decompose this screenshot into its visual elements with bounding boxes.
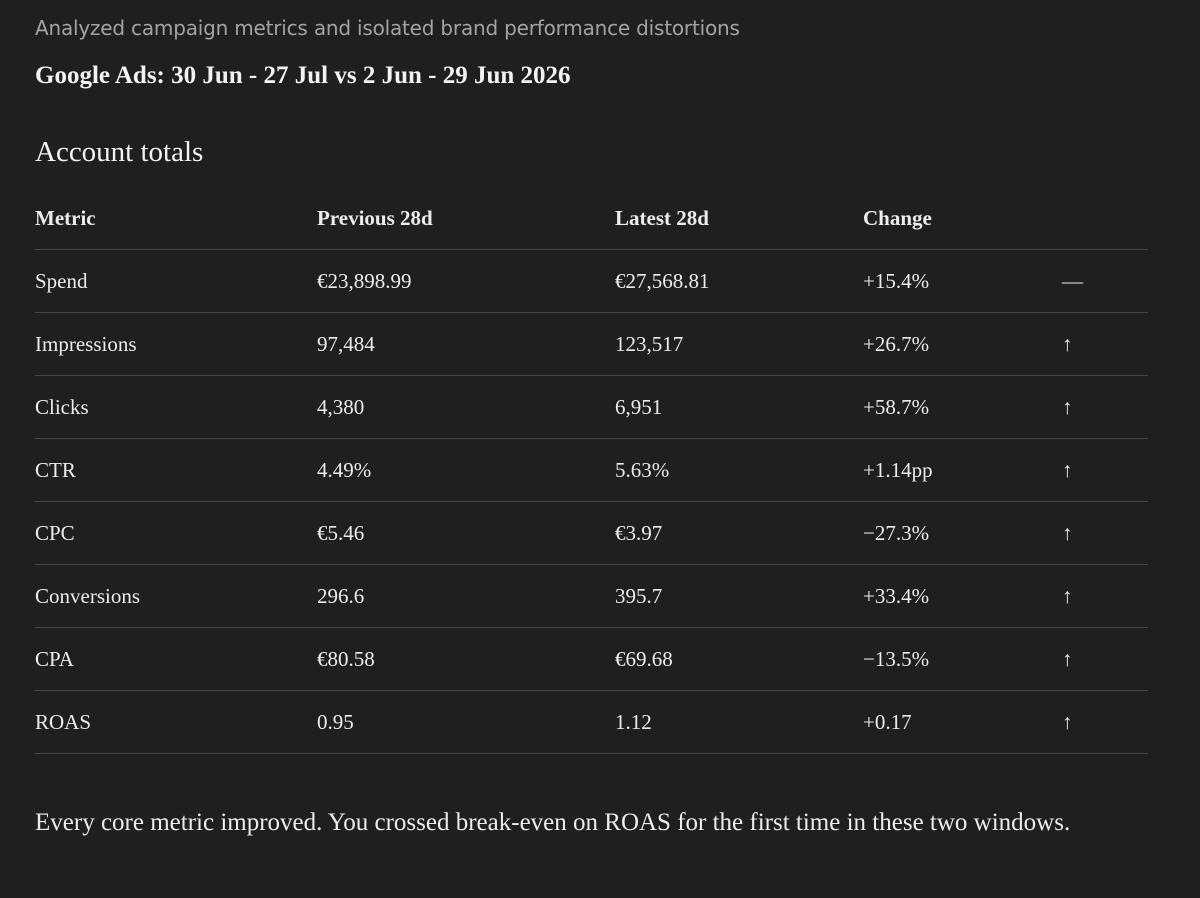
column-header: Metric [35,206,96,230]
table-cell: CPA [35,647,74,671]
table-cell: €5.46 [317,521,365,545]
column-header: Change [863,206,932,230]
table: Metric Previous 28d Latest 28d Change Spend €… [35,187,1148,754]
table-cell: 0.95 [317,710,354,734]
table-cell: +0.17 [863,710,912,734]
table-cell: 97,484 [317,332,375,356]
table-cell: 123,517 [615,332,684,356]
trend-icon: ↑ [1062,584,1073,608]
trend-icon: ↑ [1062,395,1073,419]
table-row: ROAS 0.95 1.12 +0.17 ↑ [35,691,1148,754]
column-header: Previous 28d [317,206,433,230]
table-row: CTR 4.49% 5.63% +1.14pp ↑ [35,439,1148,502]
table-cell: 4,380 [317,395,365,419]
table-row: Impressions 97,484 123,517 +26.7% ↑ [35,313,1148,376]
table-cell: Impressions [35,332,137,356]
table-cell: 296.6 [317,584,365,608]
table-cell: +1.14pp [863,458,933,482]
table-cell: +33.4% [863,584,930,608]
table-row: Conversions 296.6 395.7 +33.4% ↑ [35,565,1148,628]
trend-icon: ↑ [1062,521,1073,545]
trend-icon: ↑ [1062,647,1073,671]
table-row: CPA €80.58 €69.68 −13.5% ↑ [35,628,1148,691]
table-cell: CPC [35,521,75,545]
trend-icon: — [1062,269,1083,293]
trend-icon: ↑ [1062,710,1073,734]
table-cell: Conversions [35,584,140,608]
table-cell: Spend [35,269,88,293]
title: Google Ads: 30 Jun - 27 Jul vs 2 Jun - 2… [35,62,571,89]
table-cell: €27,568.81 [615,269,710,293]
table-cell: 1.12 [615,710,652,734]
table-cell: €3.97 [615,521,663,545]
table-cell: €69.68 [615,647,673,671]
table-cell: €23,898.99 [317,269,412,293]
table-cell: −27.3% [863,521,930,545]
table-cell: −13.5% [863,647,930,671]
table-cell: Clicks [35,395,89,419]
column-header: Latest 28d [615,206,709,230]
table-cell: 6,951 [615,395,663,419]
table-cell: 4.49% [317,458,372,482]
trend-icon: ↑ [1062,332,1073,356]
section-title: Account totals [35,136,204,168]
trend-icon: ↑ [1062,458,1073,482]
table-cell: 5.63% [615,458,670,482]
table-cell: €80.58 [317,647,375,671]
table-cell: CTR [35,458,76,482]
table-cell: 395.7 [615,584,663,608]
summary: Every core metric improved. You crossed … [35,809,1071,836]
table-row: Clicks 4,380 6,951 +58.7% ↑ [35,376,1148,439]
table-header: Metric Previous 28d Latest 28d Change [35,187,1148,250]
table-row: CPC €5.46 €3.97 −27.3% ↑ [35,502,1148,565]
table-row: Spend €23,898.99 €27,568.81 +15.4% — [35,250,1148,313]
table-cell: +26.7% [863,332,930,356]
table-cell: +58.7% [863,395,930,419]
subtitle: Analyzed campaign metrics and isolated b… [35,16,740,40]
table-cell: ROAS [35,710,92,734]
table-cell: +15.4% [863,269,930,293]
